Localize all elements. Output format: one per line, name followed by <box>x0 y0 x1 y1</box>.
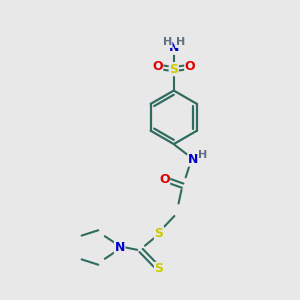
Text: N: N <box>188 153 198 166</box>
Text: H: H <box>198 150 208 160</box>
Text: O: O <box>152 60 163 73</box>
Text: S: S <box>154 262 164 275</box>
Text: S: S <box>169 63 178 76</box>
Text: O: O <box>159 172 169 186</box>
Text: N: N <box>169 41 179 54</box>
Text: H: H <box>176 38 185 47</box>
Text: S: S <box>154 227 164 240</box>
Text: H: H <box>163 38 172 47</box>
Text: N: N <box>115 241 125 254</box>
Text: O: O <box>185 60 195 73</box>
